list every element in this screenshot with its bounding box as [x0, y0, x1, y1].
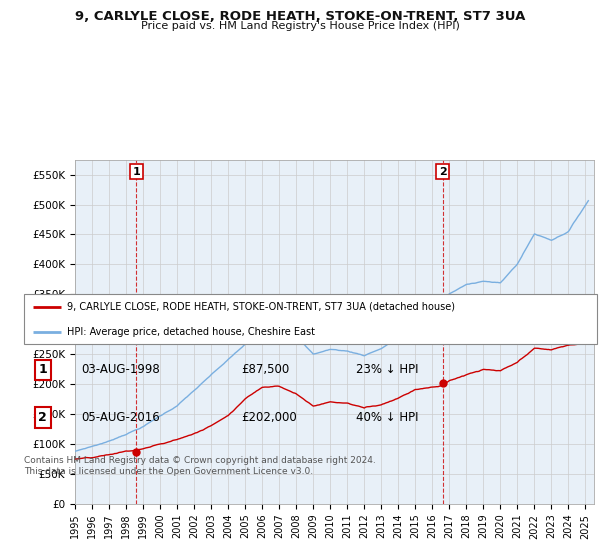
- Text: 9, CARLYLE CLOSE, RODE HEATH, STOKE-ON-TRENT, ST7 3UA (detached house): 9, CARLYLE CLOSE, RODE HEATH, STOKE-ON-T…: [67, 302, 455, 311]
- Text: 40% ↓ HPI: 40% ↓ HPI: [356, 411, 419, 424]
- Text: Price paid vs. HM Land Registry's House Price Index (HPI): Price paid vs. HM Land Registry's House …: [140, 21, 460, 31]
- Text: 03-AUG-1998: 03-AUG-1998: [82, 363, 160, 376]
- Text: 2: 2: [439, 166, 446, 176]
- Text: HPI: Average price, detached house, Cheshire East: HPI: Average price, detached house, Ches…: [67, 327, 315, 337]
- Text: 23% ↓ HPI: 23% ↓ HPI: [356, 363, 419, 376]
- Text: Contains HM Land Registry data © Crown copyright and database right 2024.
This d: Contains HM Land Registry data © Crown c…: [24, 456, 376, 476]
- Text: 05-AUG-2016: 05-AUG-2016: [82, 411, 160, 424]
- Text: 1: 1: [38, 363, 47, 376]
- Text: 9, CARLYLE CLOSE, RODE HEATH, STOKE-ON-TRENT, ST7 3UA: 9, CARLYLE CLOSE, RODE HEATH, STOKE-ON-T…: [75, 10, 525, 23]
- Text: 2: 2: [38, 411, 47, 424]
- FancyBboxPatch shape: [24, 294, 597, 344]
- Text: 1: 1: [133, 166, 140, 176]
- Text: £87,500: £87,500: [242, 363, 290, 376]
- Text: £202,000: £202,000: [242, 411, 298, 424]
